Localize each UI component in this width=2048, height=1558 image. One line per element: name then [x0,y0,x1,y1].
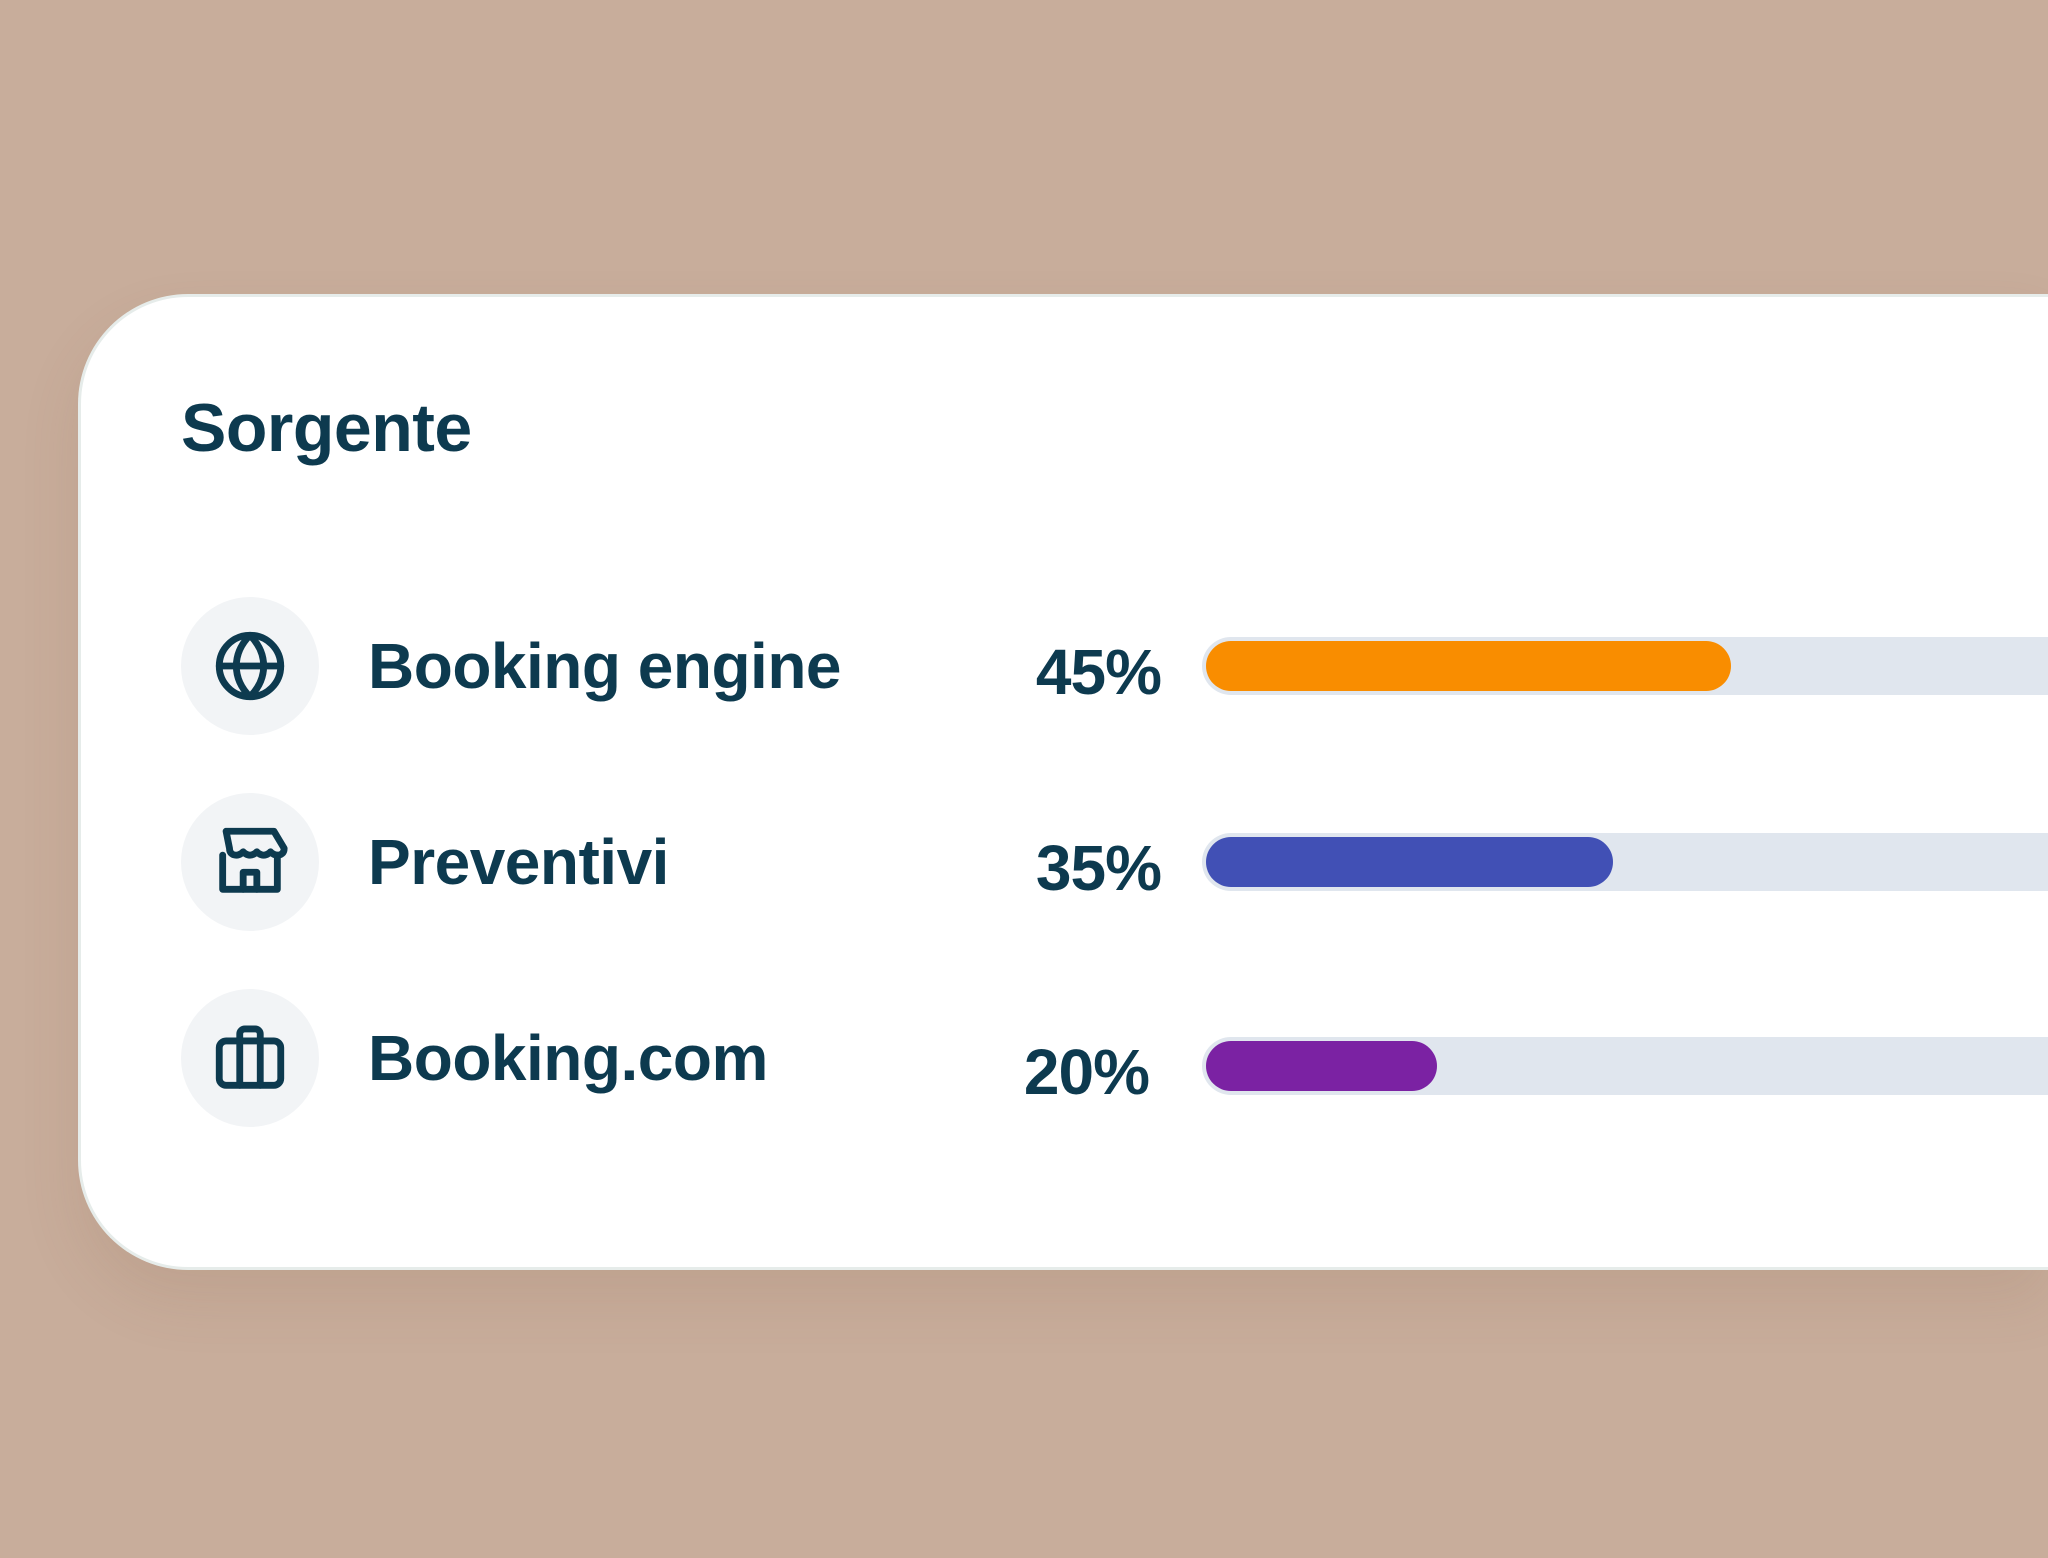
source-percent: 45% [1035,636,1162,708]
source-row-preventivi: Preventivi 35% [81,793,2048,933]
progress-fill [1206,1041,1437,1091]
store-icon [181,793,319,931]
progress-track [1202,1037,2048,1095]
card-title: Sorgente [181,390,472,466]
progress-track [1202,637,2048,695]
progress-fill [1206,641,1731,691]
source-card: Sorgente Booking engine 45% Preventivi 3… [78,294,2048,1270]
source-percent: 20% [1023,1036,1150,1108]
source-label: Preventivi [368,826,669,898]
progress-fill [1206,837,1614,887]
source-label: Booking.com [368,1022,768,1094]
progress-track [1202,833,2048,891]
source-percent: 35% [1035,832,1162,904]
suitcase-icon [181,989,319,1127]
globe-icon [181,597,319,735]
source-row-booking-engine: Booking engine 45% [81,597,2048,737]
source-label: Booking engine [368,630,842,702]
source-row-booking-com: Booking.com 20% [81,989,2048,1129]
